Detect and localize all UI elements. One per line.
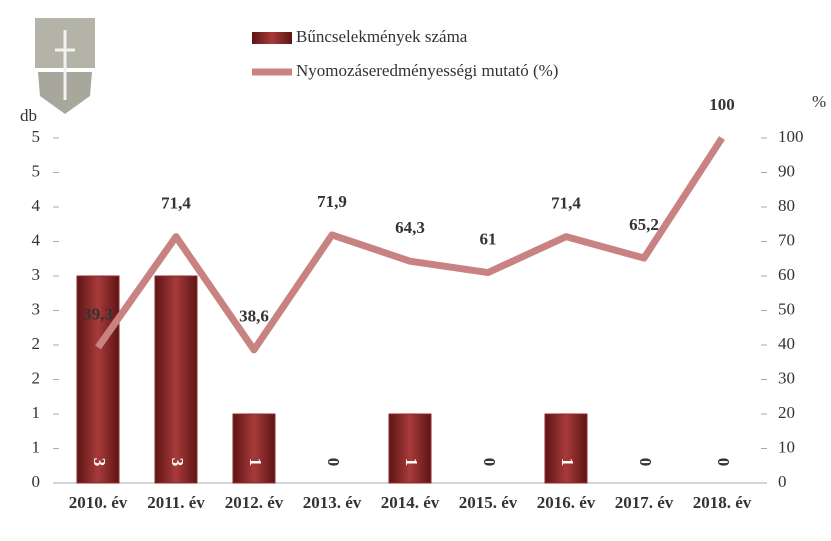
y-tick-label: 2 xyxy=(32,334,41,353)
bar-value-label: 0 xyxy=(714,458,733,467)
y-tick-label: 3 xyxy=(32,265,41,284)
legend-label: Bűncselekmények száma xyxy=(296,27,468,46)
x-tick-label: 2015. év xyxy=(459,493,518,512)
x-tick-label: 2010. év xyxy=(69,493,128,512)
line-value-label: 71,9 xyxy=(317,192,347,211)
line-value-label: 39,3 xyxy=(83,304,113,323)
y2-tick-label: 20 xyxy=(778,403,795,422)
bar xyxy=(544,413,588,484)
y2-tick-label: 0 xyxy=(778,472,787,491)
x-tick-label: 2013. év xyxy=(303,493,362,512)
bar-value-label: 3 xyxy=(168,458,187,467)
legend-swatch xyxy=(252,32,292,44)
y-axis-title: db xyxy=(20,106,37,125)
line-value-label: 61 xyxy=(480,229,497,248)
bar-value-label: 1 xyxy=(558,458,577,467)
bar-value-label: 1 xyxy=(402,458,421,467)
bar xyxy=(154,275,198,484)
x-tick-label: 2012. év xyxy=(225,493,284,512)
logo xyxy=(35,18,95,114)
y-tick-label: 4 xyxy=(32,230,41,249)
y2-tick-label: 50 xyxy=(778,299,795,318)
line-value-label: 71,4 xyxy=(551,194,581,213)
line xyxy=(95,136,725,354)
y2-tick-label: 80 xyxy=(778,196,795,215)
legend-label: Nyomozáseredményességi mutató (%) xyxy=(296,61,558,80)
line-value-label: 64,3 xyxy=(395,218,425,237)
bar xyxy=(76,275,120,484)
y-tick-label: 1 xyxy=(32,403,41,422)
y2-tick-label: 90 xyxy=(778,161,795,180)
bar xyxy=(388,413,432,484)
line-value-label: 38,6 xyxy=(239,307,269,326)
bar-value-label: 1 xyxy=(246,458,265,467)
y2-tick-label: 10 xyxy=(778,437,795,456)
line-value-label: 71,4 xyxy=(161,194,191,213)
x-tick-label: 2016. év xyxy=(537,493,596,512)
y-tick-label: 0 xyxy=(32,472,41,491)
x-tick-label: 2017. év xyxy=(615,493,674,512)
y2-tick-label: 30 xyxy=(778,368,795,387)
x-tick-label: 2011. év xyxy=(147,493,205,512)
line-value-label: 65,2 xyxy=(629,215,659,234)
bar xyxy=(232,413,276,484)
bar-value-label: 0 xyxy=(636,458,655,467)
y2-axis-title: % xyxy=(812,92,826,111)
bar-value-label: 0 xyxy=(480,458,499,467)
x-tick-label: 2014. év xyxy=(381,493,440,512)
y2-tick-label: 100 xyxy=(778,127,804,146)
y2-tick-label: 70 xyxy=(778,230,795,249)
y-tick-label: 3 xyxy=(32,299,41,318)
y-tick-label: 5 xyxy=(32,161,41,180)
line-value-label: 100 xyxy=(709,95,735,114)
x-tick-label: 2018. év xyxy=(693,493,752,512)
bar-value-label: 3 xyxy=(90,458,109,467)
bar-value-label: 0 xyxy=(324,458,343,467)
y-tick-label: 4 xyxy=(32,196,41,215)
y-tick-label: 5 xyxy=(32,127,41,146)
y-tick-label: 2 xyxy=(32,368,41,387)
y2-tick-label: 60 xyxy=(778,265,795,284)
y-tick-label: 1 xyxy=(32,437,41,456)
y2-tick-label: 40 xyxy=(778,334,795,353)
